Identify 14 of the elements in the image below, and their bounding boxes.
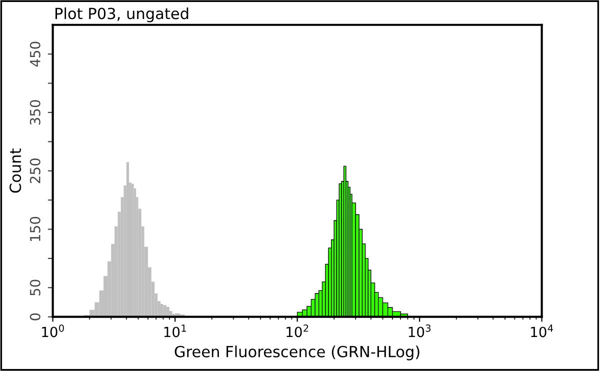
y-tick-label: 250 (30, 158, 40, 184)
y-axis-title: Count (10, 148, 22, 193)
y-tick-label: 450 (30, 42, 40, 67)
x-tick-label: 10$^{0}$ (42, 324, 64, 338)
y-tick-label: 150 (30, 216, 40, 241)
y-tick-label: 0 (30, 313, 40, 320)
x-tick-label: 10$^{4}$ (531, 324, 554, 338)
x-axis-title: Green Fluorescence (GRN-HLog) (174, 346, 420, 360)
y-tick-label: 50 (30, 280, 40, 296)
x-tick-label: 10$^{1}$ (164, 324, 186, 338)
x-tick-label: 10$^{3}$ (408, 324, 431, 338)
x-tick-label: 10$^{2}$ (286, 324, 308, 338)
y-tick-label: 350 (30, 100, 40, 125)
chart-title: Plot P03, ungated (56, 7, 188, 22)
